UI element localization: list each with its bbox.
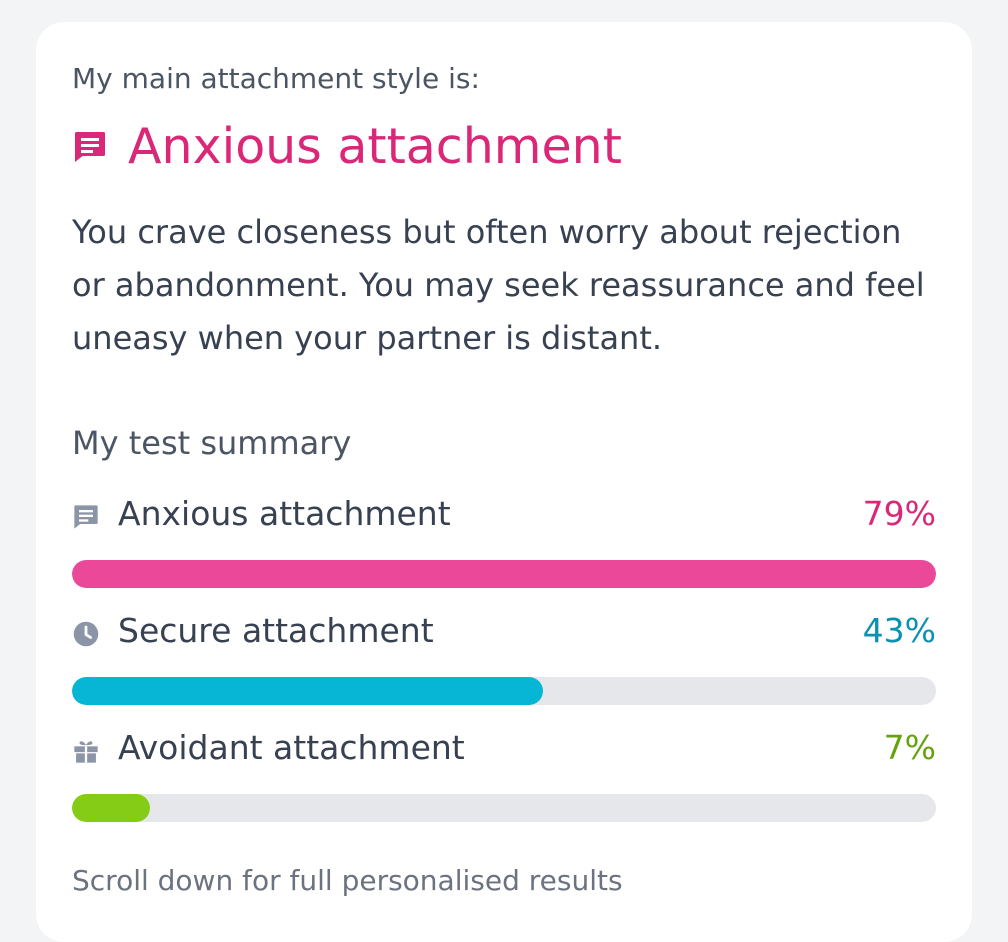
summary-row-label: Secure attachment (118, 611, 434, 650)
summary-row-anxious: Anxious attachment 79% (72, 494, 936, 588)
summary-row-avoidant: Avoidant attachment 7% (72, 728, 936, 822)
progress-track (72, 794, 936, 822)
summary-row-label: Avoidant attachment (118, 728, 465, 767)
progress-fill (72, 560, 936, 588)
chat-message-icon (75, 131, 105, 162)
main-style-heading: Anxious attachment (72, 118, 622, 175)
summary-row-label: Anxious attachment (118, 494, 451, 533)
scroll-hint: Scroll down for full personalised result… (72, 864, 623, 897)
summary-row-secure: Secure attachment 43% (72, 611, 936, 705)
progress-fill (72, 677, 543, 705)
summary-row-percent: 79% (862, 494, 936, 533)
summary-title: My test summary (72, 424, 352, 462)
clock-icon (73, 621, 99, 647)
progress-fill (72, 794, 150, 822)
progress-track (72, 677, 936, 705)
results-card: My main attachment style is: Anxious att… (36, 22, 972, 942)
summary-row-percent: 7% (883, 728, 936, 767)
progress-track (72, 560, 936, 588)
summary-row-percent: 43% (862, 611, 936, 650)
gift-icon (74, 741, 98, 763)
main-style-intro: My main attachment style is: (72, 62, 480, 95)
chat-message-icon (74, 505, 98, 529)
main-style-title: Anxious attachment (128, 118, 622, 175)
main-style-description: You crave closeness but often worry abou… (72, 213, 925, 357)
